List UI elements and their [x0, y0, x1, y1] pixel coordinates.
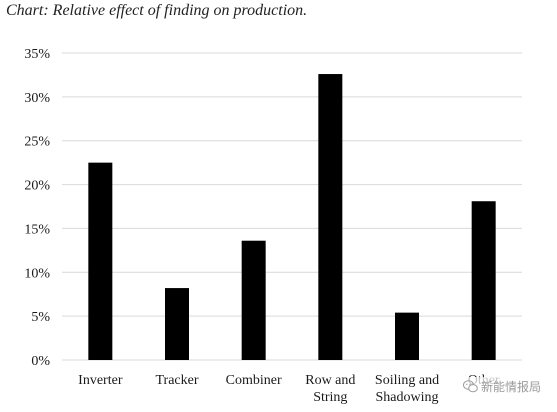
y-tick-label: 15%: [24, 222, 50, 237]
y-tick-label: 20%: [24, 179, 50, 194]
x-category-label: Combiner: [226, 373, 282, 388]
y-tick-label: 5%: [31, 310, 50, 325]
y-tick-label: 30%: [24, 91, 50, 106]
bar: [395, 312, 419, 360]
x-category-label: Soiling and Shadowing: [375, 373, 439, 405]
bar: [165, 288, 189, 360]
bar: [241, 240, 266, 360]
y-tick-label: 10%: [24, 266, 50, 281]
x-axis-labels: Inverter Tracker Combiner Row and String Soil…: [78, 373, 500, 405]
bar: [318, 74, 343, 361]
chart-title: Chart: Relative effect of finding on pro…: [6, 2, 308, 19]
x-category-label: Inverter: [78, 373, 123, 388]
watermark: 新能情报局: [460, 377, 543, 396]
wechat-icon: [462, 380, 478, 393]
y-tick-label: 25%: [24, 135, 50, 150]
gridlines: [62, 52, 522, 361]
x-category-label: Tracker: [155, 373, 198, 388]
y-tick-label: 35%: [24, 47, 50, 62]
bar: [88, 162, 113, 360]
y-axis-ticks: 0% 5% 10% 15% 20% 25% 30% 35%: [24, 47, 50, 369]
x-category-label: Row and String: [305, 373, 355, 405]
y-tick-label: 0%: [31, 354, 50, 369]
bars: [88, 74, 496, 361]
bar: [471, 201, 496, 360]
watermark-text: 新能情报局: [480, 380, 541, 394]
